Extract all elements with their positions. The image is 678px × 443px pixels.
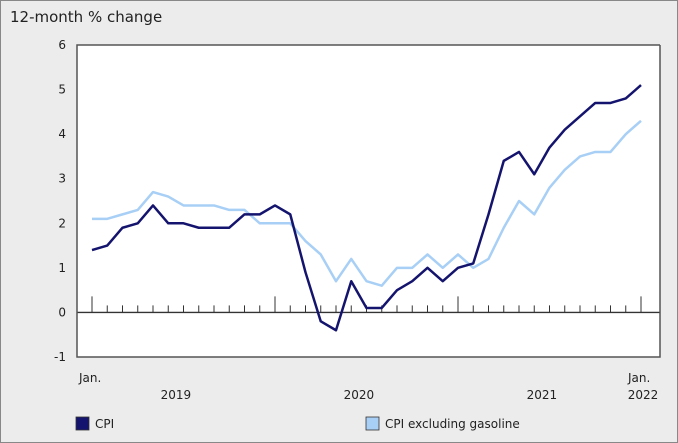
x-year-label: 2020 — [344, 388, 375, 402]
y-tick-label: 4 — [58, 127, 66, 141]
y-axis-title: 12-month % change — [10, 8, 162, 26]
x-year-label: 2022 — [628, 388, 659, 402]
plot-area — [77, 45, 660, 357]
legend-swatch — [365, 416, 380, 431]
legend-label: CPI — [95, 417, 114, 431]
x-year-label: 2021 — [527, 388, 558, 402]
y-tick-label: 2 — [58, 216, 66, 230]
series-line-cpi-ex-gasoline — [92, 119, 642, 287]
x-tick-label-start: Jan. — [78, 371, 101, 385]
y-tick-label: 0 — [58, 305, 66, 319]
legend-swatch — [75, 416, 90, 431]
plot-border — [76, 44, 661, 358]
x-tick-label-end: Jan. — [627, 371, 650, 385]
series-line-cpi — [91, 84, 642, 332]
legend-label: CPI excluding gasoline — [385, 417, 520, 431]
y-tick-label: 1 — [58, 261, 66, 275]
x-year-label: 2019 — [161, 388, 192, 402]
y-tick-label: 3 — [58, 172, 66, 186]
y-tick-label: 5 — [58, 83, 66, 97]
y-tick-label: -1 — [54, 350, 66, 364]
y-tick-label: 6 — [58, 38, 66, 52]
